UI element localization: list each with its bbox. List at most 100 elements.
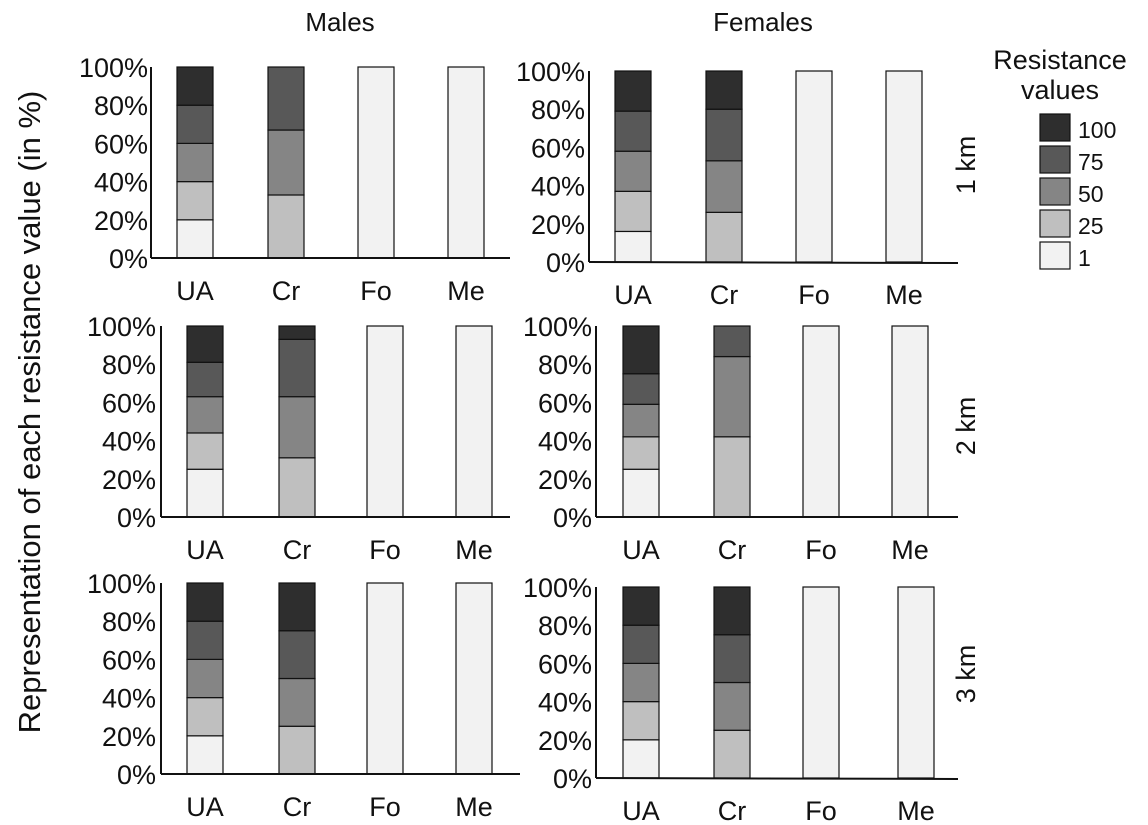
y-tick-label-60: 60% [102,388,156,418]
x-tick-label-UA: UA [622,535,660,565]
y-tick-label-0: 0% [546,248,585,278]
bar-UA-value-25 [176,181,214,221]
x-tick-label-Fo: Fo [369,535,401,565]
bar-Fo-value-1 [357,66,395,259]
y-tick-label-60: 60% [102,645,156,675]
x-axis-line [595,777,959,780]
bar-UA-value-1 [186,735,224,775]
bar-Me-value-1 [885,70,923,263]
bar-UA-value-1 [176,219,214,259]
y-tick-label-60: 60% [531,133,585,163]
panels: UA Cr Fo Me 0% 20% 40% 60% 80% 100% UA Cr Fo Me 0% 20% 4… [79,53,959,825]
x-tick-label-Me: Me [447,276,485,306]
bar-Cr-value-100 [705,70,743,110]
row-label-1km: 1 km [951,136,981,195]
bar-UA-value-75 [186,361,224,398]
y-tick-label-80: 80% [102,607,156,637]
bar-UA-value-50 [186,396,224,434]
y-tick-label-80: 80% [531,95,585,125]
bar-UA-value-100 [614,70,652,112]
column-title-males: Males [305,7,374,37]
bar-Cr-value-25 [705,211,743,263]
y-tick-label-40: 40% [538,688,592,718]
bar-UA-value-100 [622,586,660,626]
bar-UA-value-1 [622,468,660,518]
bar-Cr-value-25 [713,436,751,518]
y-tick-label-60: 60% [538,649,592,679]
bar-UA-value-50 [622,662,660,703]
panel-4: UA Cr Fo Me 0% 20% 40% 60% 80% 100% [523,312,958,565]
y-tick-label-100: 100% [87,569,156,599]
bar-Fo-value-1 [802,586,840,779]
bar-Me-value-1 [455,582,493,775]
x-tick-label-UA: UA [186,535,224,565]
bar-Cr-value-100 [278,582,316,632]
bar-UA-value-25 [622,436,660,470]
legend-swatch-75 [1039,145,1071,174]
bar-Cr-value-25 [713,729,751,779]
x-tick-label-Fo: Fo [360,276,392,306]
bar-Cr-value-75 [713,634,751,684]
x-tick-label-Fo: Fo [805,796,837,825]
panel-5: UA Cr Fo Me 0% 20% 40% 60% 80% 100% [87,569,520,822]
row-label-2km: 2 km [951,397,981,456]
bar-Cr-value-75 [705,108,743,162]
bar-Cr-value-75 [278,338,316,398]
y-tick-label-100: 100% [523,312,592,342]
bar-Cr-value-75 [278,630,316,680]
bar-UA-value-100 [176,66,214,106]
x-tick-label-Cr: Cr [710,280,739,310]
bar-UA-value-1 [186,468,224,518]
y-tick-label-40: 40% [102,684,156,714]
bar-UA-value-25 [622,700,660,741]
y-tick-label-20: 20% [538,465,592,495]
y-tick-label-80: 80% [102,350,156,380]
bar-Me-value-1 [891,325,929,518]
x-tick-label-UA: UA [186,792,224,822]
x-tick-label-Fo: Fo [369,792,401,822]
x-tick-label-UA: UA [614,280,652,310]
x-tick-label-Me: Me [897,796,935,825]
legend-swatch-1 [1039,241,1071,270]
y-axis-label: Representation of each resistance value … [12,91,47,734]
y-tick-label-60: 60% [538,388,592,418]
bar-UA-value-25 [186,432,224,470]
x-tick-label-Fo: Fo [798,280,830,310]
x-tick-label-UA: UA [622,796,660,825]
x-tick-label-Cr: Cr [718,796,747,825]
legend-label-1: 1 [1078,245,1091,271]
panel-3: UA Cr Fo Me 0% 20% 40% 60% 80% 100% [87,312,510,565]
x-tick-label-Cr: Cr [283,535,312,565]
column-title-females: Females [713,7,813,37]
y-tick-label-100: 100% [87,312,156,342]
bar-UA-value-100 [622,325,660,375]
bar-Me-value-1 [447,66,485,259]
legend-items: 100 75 50 25 1 [1039,113,1116,271]
x-tick-label-UA: UA [176,276,214,306]
x-tick-label-Cr: Cr [272,276,301,306]
bar-UA-value-25 [186,696,224,737]
y-tick-label-20: 20% [94,206,148,236]
bar-Cr-value-25 [278,457,316,518]
bar-UA-value-100 [186,325,224,363]
bar-Fo-value-1 [366,325,404,518]
x-tick-label-Cr: Cr [718,535,747,565]
bar-Cr-value-25 [278,725,316,775]
y-tick-label-80: 80% [538,350,592,380]
bar-UA-value-1 [614,230,652,263]
y-tick-label-20: 20% [538,726,592,756]
bar-Cr-value-25 [267,194,305,259]
bar-UA-value-50 [614,150,652,192]
y-tick-label-40: 40% [94,168,148,198]
bar-UA-value-100 [186,582,224,622]
bar-Me-value-1 [897,586,935,779]
legend-title-line2: values [1021,75,1099,105]
x-tick-label-Me: Me [455,535,493,565]
legend-swatch-25 [1039,209,1071,238]
bar-UA-value-75 [622,373,660,405]
bar-Cr-value-50 [278,677,316,727]
y-tick-label-0: 0% [553,503,592,533]
x-tick-label-Me: Me [885,280,923,310]
bar-Fo-value-1 [366,582,404,775]
y-tick-label-20: 20% [102,722,156,752]
